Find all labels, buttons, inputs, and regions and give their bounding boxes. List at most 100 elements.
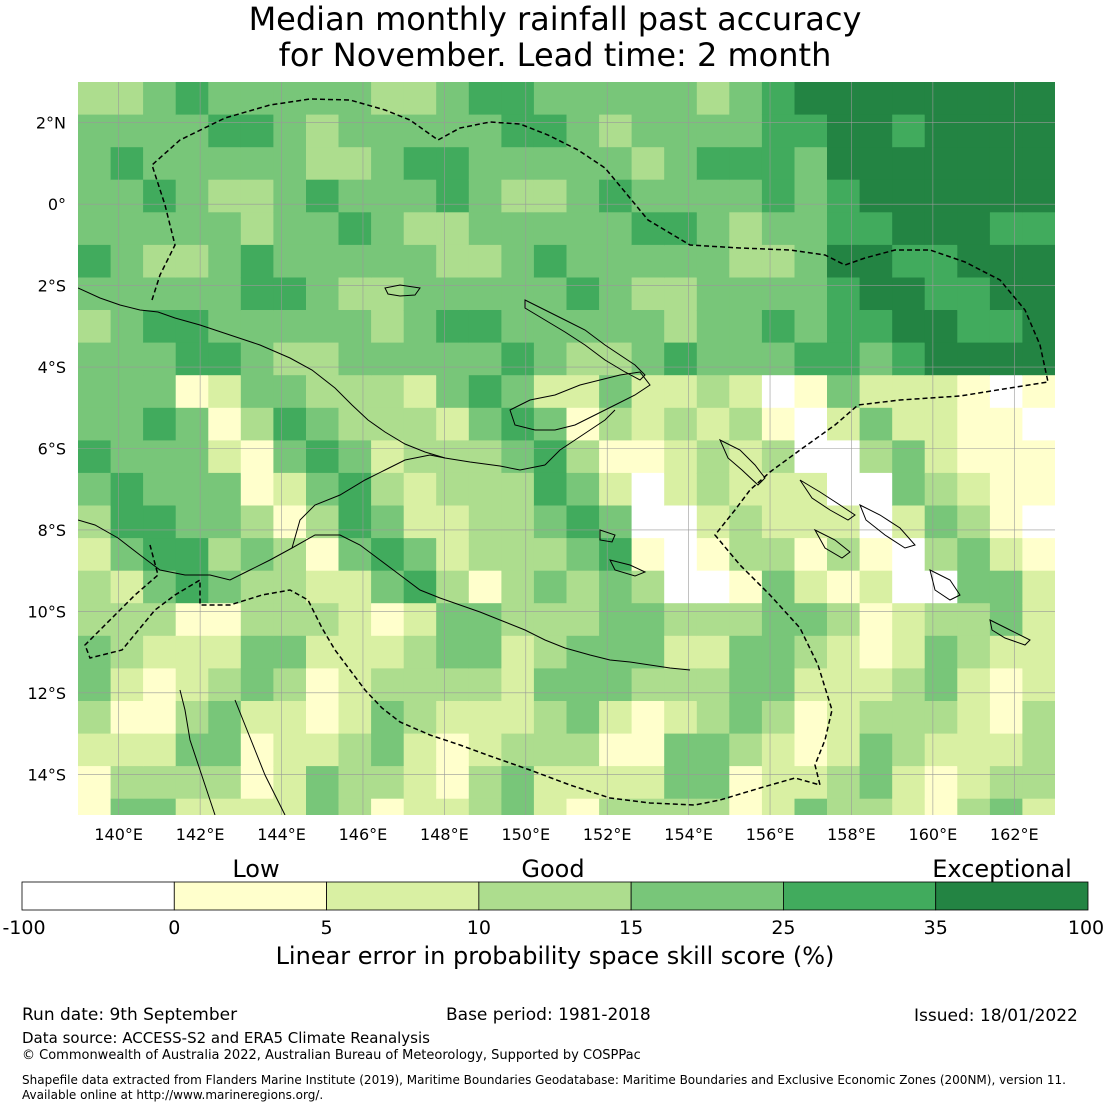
grid-cell bbox=[208, 440, 242, 474]
grid-cell bbox=[924, 668, 958, 702]
grid-cell bbox=[761, 179, 796, 213]
grid-cell bbox=[859, 570, 893, 604]
grid-cell bbox=[761, 505, 796, 539]
grid-cell bbox=[533, 505, 568, 539]
grid-cell bbox=[761, 701, 796, 735]
grid-cell bbox=[78, 570, 112, 604]
grid-cell bbox=[957, 635, 991, 669]
grid-cell bbox=[371, 310, 405, 344]
grid-cell bbox=[533, 635, 568, 669]
grid-cell bbox=[696, 310, 730, 344]
grid-cell bbox=[989, 701, 1024, 735]
grid-cell bbox=[403, 310, 437, 344]
longitude-tick-label: 146°E bbox=[339, 825, 388, 844]
grid-cell bbox=[794, 244, 828, 279]
grid-cell bbox=[306, 603, 340, 637]
grid-cell bbox=[403, 244, 437, 279]
grid-cell bbox=[957, 472, 991, 507]
grid-cell bbox=[664, 766, 698, 800]
grid-cell bbox=[468, 538, 502, 572]
grid-cell bbox=[501, 342, 535, 376]
grid-cell bbox=[501, 570, 535, 604]
grid-cell bbox=[696, 147, 730, 181]
grid-cell bbox=[696, 342, 730, 376]
grid-cell bbox=[110, 635, 144, 669]
grid-cell bbox=[78, 538, 112, 572]
grid-cell bbox=[240, 668, 274, 702]
grid-cell bbox=[78, 277, 112, 311]
grid-cell bbox=[696, 407, 730, 441]
grid-cell bbox=[794, 147, 828, 181]
grid-cell bbox=[957, 733, 991, 767]
longitude-tick-label: 150°E bbox=[501, 825, 550, 844]
grid-cell bbox=[631, 244, 665, 279]
grid-cell bbox=[208, 114, 242, 148]
grid-cell bbox=[827, 342, 861, 376]
grid-cell bbox=[403, 570, 437, 604]
grid-cell bbox=[306, 472, 340, 507]
coastline-dentrecasteaux bbox=[599, 529, 616, 543]
grid-cell bbox=[273, 472, 307, 507]
grid-cell bbox=[468, 244, 502, 279]
grid-cell bbox=[338, 212, 372, 246]
grid-cell bbox=[501, 310, 535, 344]
grid-cell bbox=[892, 342, 926, 376]
coastline-louisiade bbox=[609, 559, 647, 577]
grid-cell bbox=[827, 212, 861, 246]
grid-cell bbox=[794, 310, 828, 344]
grid-cell bbox=[338, 635, 372, 669]
grid-cell bbox=[859, 603, 893, 637]
grid-cell bbox=[501, 538, 535, 572]
grid-cell bbox=[208, 798, 242, 815]
grid-cell bbox=[566, 635, 600, 669]
grid-cell bbox=[566, 472, 600, 507]
grid-cell bbox=[827, 179, 861, 213]
grid-cell bbox=[371, 570, 405, 604]
coastline-solomon-2 bbox=[859, 503, 916, 549]
grid-cell bbox=[631, 179, 665, 213]
grid-cell bbox=[468, 766, 502, 800]
grid-cell bbox=[794, 277, 828, 311]
grid-cell bbox=[892, 440, 926, 474]
grid-cell bbox=[306, 635, 340, 669]
map-title-line-1: Median monthly rainfall past accuracy bbox=[248, 0, 862, 38]
grid-cell bbox=[403, 766, 437, 800]
run-date: Run date: 9th September bbox=[22, 1005, 238, 1025]
grid-cell bbox=[989, 472, 1024, 507]
grid-cell bbox=[1022, 440, 1055, 474]
grid-cell bbox=[859, 277, 893, 311]
grid-cell bbox=[989, 635, 1024, 669]
grid-cell bbox=[468, 505, 502, 539]
grid-cell bbox=[989, 733, 1024, 767]
grid-cell bbox=[859, 440, 893, 474]
grid-cell bbox=[599, 310, 633, 344]
colorbar-tick-label: 15 bbox=[619, 917, 643, 939]
grid-cell bbox=[78, 668, 112, 702]
grid-cell bbox=[78, 212, 112, 246]
grid-cell bbox=[827, 701, 861, 735]
grid-cell bbox=[631, 342, 665, 376]
grid-cell bbox=[240, 212, 274, 246]
eez-papua-new-guinea bbox=[84, 98, 1049, 806]
grid-cell bbox=[306, 505, 340, 539]
grid-cell bbox=[924, 212, 958, 246]
latitude-tick-label: 0° bbox=[48, 195, 66, 214]
grid-cell bbox=[989, 766, 1024, 800]
grid-cell bbox=[599, 472, 633, 507]
grid-cell bbox=[240, 603, 274, 637]
grid-cell bbox=[599, 82, 633, 116]
grid-cell bbox=[989, 114, 1024, 148]
latitude-tick-labels: 2°N 0° 2°S 4°S 6°S 8°S 10°S 12°S 14°S bbox=[27, 114, 66, 785]
grid-cell bbox=[533, 472, 568, 507]
grid-cell bbox=[631, 472, 665, 507]
colorbar-category-label: Good bbox=[521, 855, 584, 883]
grid-cell bbox=[989, 570, 1024, 604]
grid-cell bbox=[175, 375, 209, 409]
grid-cell bbox=[989, 310, 1024, 344]
grid-cell bbox=[78, 147, 112, 181]
grid-cell bbox=[566, 342, 600, 376]
grid-cell bbox=[533, 603, 568, 637]
grid-cell bbox=[957, 212, 991, 246]
grid-cell bbox=[338, 114, 372, 148]
coastline-bougainville bbox=[718, 438, 766, 486]
